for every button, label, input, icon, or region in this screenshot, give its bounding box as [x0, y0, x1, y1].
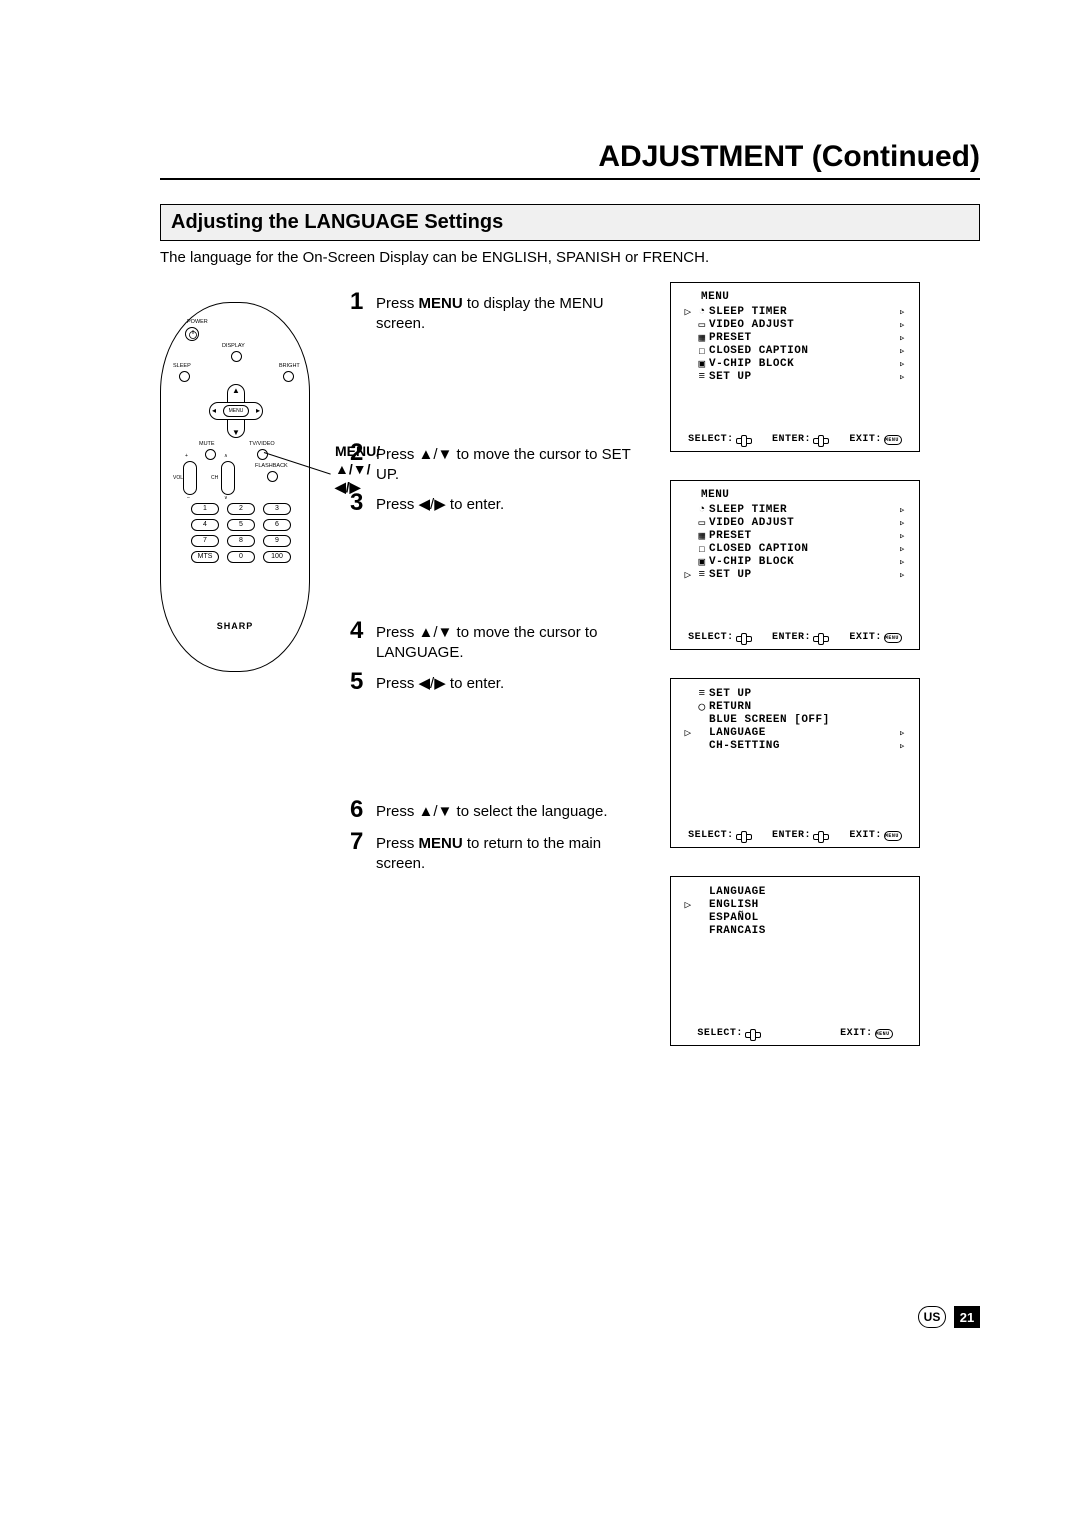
section-subtitle: Adjusting the LANGUAGE Settings: [160, 204, 980, 241]
step-number: 1: [350, 288, 376, 335]
osd-menu-1: MENU ▷◔SLEEP TIMER▹ ▭VIDEO ADJUST▹ ▦PRES…: [670, 282, 920, 452]
osd-menu-2: MENU ◔SLEEP TIMER▹ ▭VIDEO ADJUST▹ ▦PRESE…: [670, 480, 920, 650]
region-badge: US: [918, 1306, 946, 1328]
remote-diagram: POWER DISPLAY SLEEP BRIGHT MENU ▲ ▼ ◂ ▸: [160, 282, 330, 1074]
page-footer: US 21: [918, 1306, 980, 1328]
osd-language: LANGUAGE ▷ENGLISH ESPAÑOL FRANCAIS SELEC…: [670, 876, 920, 1046]
osd-setup: ≡SET UP ◯RETURN BLUE SCREEN [OFF] ▷LANGU…: [670, 678, 920, 848]
page-number: 21: [954, 1306, 980, 1328]
osd-screens: MENU ▷◔SLEEP TIMER▹ ▭VIDEO ADJUST▹ ▦PRES…: [670, 282, 920, 1074]
intro-text: The language for the On-Screen Display c…: [160, 249, 980, 266]
steps: 1 Press MENU to display the MENU screen.…: [350, 282, 650, 1074]
page-title: ADJUSTMENT (Continued): [160, 140, 980, 180]
callout-label: MENU/ ▲/▼/ ◀/▶: [335, 442, 380, 497]
